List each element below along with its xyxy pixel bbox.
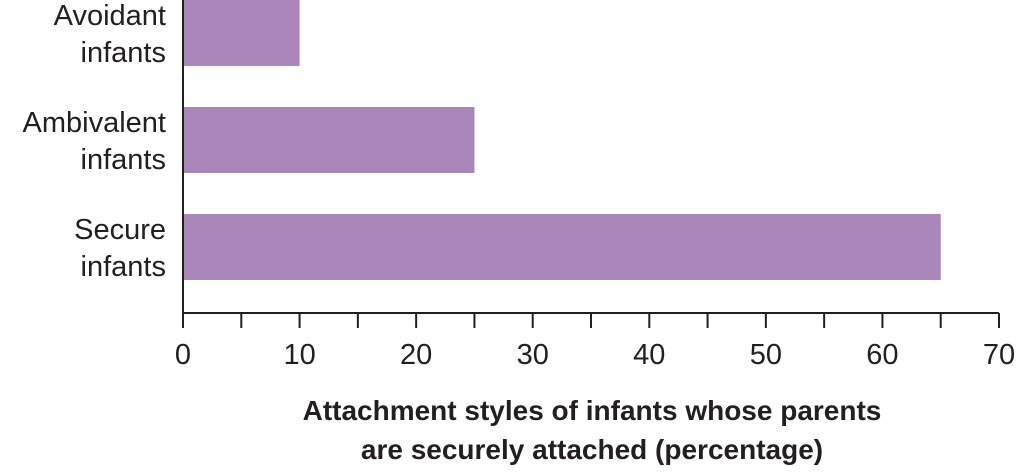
bars-layer: [183, 0, 941, 280]
x-tick-label-10: 10: [283, 339, 315, 371]
x-ticks: 0 10 20 30 40 50 60 70: [175, 313, 1015, 371]
x-tick-label-20: 20: [400, 339, 432, 371]
category-label-secure-line-1: Secure: [74, 214, 166, 246]
category-labels: Avoidant infants Ambivalent infants Secure in…: [23, 0, 166, 283]
x-axis-title-line-2: are securely attached (percentage): [361, 434, 823, 465]
x-tick-label-70: 70: [983, 339, 1015, 371]
x-tick-label-40: 40: [633, 339, 665, 371]
category-label-avoidant-line-1: Avoidant: [54, 0, 166, 32]
category-label-avoidant-line-2: infants: [81, 37, 166, 69]
bar-secure: [183, 214, 941, 280]
x-axis-title-line-1: Attachment styles of infants whose paren…: [303, 395, 882, 426]
category-label-ambivalent-line-1: Ambivalent: [23, 107, 166, 139]
bar-avoidant: [183, 0, 300, 66]
category-label-ambivalent-line-2: infants: [81, 144, 166, 176]
x-tick-label-0: 0: [175, 339, 191, 371]
x-tick-label-50: 50: [750, 339, 782, 371]
x-tick-label-30: 30: [517, 339, 549, 371]
category-label-secure-line-2: infants: [81, 251, 166, 283]
x-tick-label-60: 60: [866, 339, 898, 371]
bar-ambivalent: [183, 107, 475, 173]
